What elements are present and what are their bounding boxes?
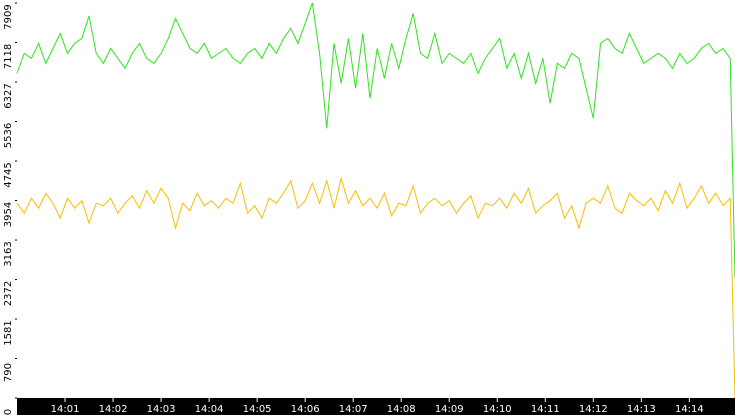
y-tick-label: 7909 — [3, 4, 14, 29]
y-tick-label: 790 — [3, 363, 14, 382]
series-line — [16, 176, 735, 399]
x-axis-bar — [17, 398, 735, 415]
x-tick-label: 14:04 — [195, 404, 224, 415]
y-tick-label: 2372 — [3, 281, 14, 306]
x-tick-label: 14:07 — [339, 404, 368, 415]
x-tick-label: 14:12 — [579, 404, 608, 415]
y-tick-label: 3954 — [3, 202, 14, 227]
x-tick-label: 14:06 — [291, 404, 320, 415]
x-tick-label: 14:14 — [675, 404, 704, 415]
y-tick-label: 4745 — [3, 162, 14, 187]
x-tick-label: 14:13 — [627, 404, 656, 415]
x-tick-label: 14:02 — [99, 404, 128, 415]
x-tick-label: 14:10 — [483, 404, 512, 415]
x-tick-label: 14:11 — [531, 404, 560, 415]
y-tick-label: 5536 — [3, 123, 14, 148]
x-tick-label: 14:03 — [147, 404, 176, 415]
y-tick-label: 6327 — [3, 83, 14, 108]
y-tick-label: 0 — [3, 409, 14, 415]
y-tick-label: 1581 — [3, 320, 14, 345]
series-line — [16, 2, 735, 279]
x-tick-label: 14:01 — [51, 404, 80, 415]
y-tick-label: 7118 — [3, 44, 14, 69]
x-tick-label: 14:05 — [243, 404, 272, 415]
x-tick-label: 14:09 — [435, 404, 464, 415]
y-tick-label: 3163 — [3, 241, 14, 266]
x-tick-label: 14:08 — [387, 404, 416, 415]
